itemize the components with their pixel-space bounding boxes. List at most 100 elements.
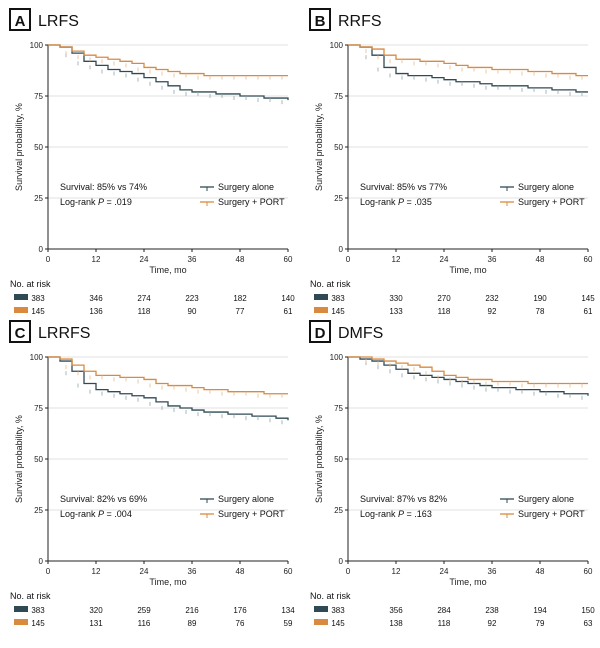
logrank-p-symbol: P [398,197,404,207]
panel-letter: A [15,13,26,30]
legend-label-port: Surgery + PORT [518,197,585,207]
at-risk-count-alone: 274 [137,294,151,303]
at-risk-swatch-port [14,307,28,313]
panel-title: RRFS [338,13,382,30]
x-tick-label: 48 [236,567,245,576]
y-tick-label: 75 [334,92,343,101]
at-risk-count-alone: 284 [437,606,451,615]
at-risk-count-alone: 145 [581,294,595,303]
panel-b: B RRFS 0 25 50 75 100 0 12 24 36 48 60 Time, mo Surviv… [309,8,595,316]
at-risk-count-alone: 232 [485,294,499,303]
at-risk-count-alone: 182 [233,294,247,303]
y-tick-label: 25 [34,506,43,515]
curve-surgery-port [348,44,588,77]
at-risk-count-alone: 346 [89,294,103,303]
at-risk-swatch-port [314,619,328,625]
at-risk-count-alone: 238 [485,606,499,615]
at-risk-count-alone: 383 [331,294,345,303]
survival-annotation: Survival: 85% vs 74% [60,182,147,192]
x-axis-title: Time, mo [449,265,486,275]
at-risk-count-alone: 383 [331,606,345,615]
x-tick-label: 60 [584,255,593,264]
x-tick-label: 24 [440,255,449,264]
y-axis-title: Survival probability, % [314,103,324,191]
x-axis-title: Time, mo [149,265,186,275]
logrank-p-symbol: P [398,509,404,519]
x-tick-label: 0 [46,567,51,576]
x-axis-title: Time, mo [449,577,486,587]
x-tick-label: 0 [46,255,51,264]
at-risk-count-port: 131 [89,619,103,628]
curve-surgery-port [348,356,588,385]
logrank-annotation: Log-rank P = .163 [360,509,432,519]
at-risk-title: No. at risk [310,591,351,601]
at-risk-count-alone: 190 [533,294,547,303]
x-tick-label: 36 [488,567,497,576]
x-tick-label: 12 [392,567,401,576]
panel-letter-box [9,8,31,31]
curve-surgery-alone [48,44,289,101]
x-tick-label: 36 [488,255,497,264]
y-tick-label: 100 [30,41,44,50]
at-risk-title: No. at risk [10,591,51,601]
panel-c: C LRRFS 0 25 50 75 100 0 12 24 36 48 60 Time, mo Survi… [9,320,295,628]
panel-title: LRFS [38,13,79,30]
y-tick-label: 75 [34,404,43,413]
logrank-value: = .019 [104,197,132,207]
x-tick-label: 48 [236,255,245,264]
y-tick-label: 50 [334,455,343,464]
panel-a: A LRFS 0 25 50 75 100 0 12 24 36 48 60 Time, mo Surviv… [9,8,295,316]
legend-label-alone: Surgery alone [218,182,274,192]
logrank-value: = .163 [404,509,432,519]
y-axis-title: Survival probability, % [314,415,324,503]
at-risk-count-port: 138 [389,619,403,628]
panel-title: LRRFS [38,325,90,342]
x-tick-label: 60 [284,567,293,576]
at-risk-count-alone: 259 [137,606,151,615]
y-tick-label: 100 [330,353,344,362]
y-tick-label: 25 [34,194,43,203]
at-risk-count-port: 145 [331,307,345,316]
at-risk-count-port: 63 [584,619,593,628]
at-risk-count-alone: 356 [389,606,403,615]
logrank-value: = .035 [404,197,432,207]
y-axis-title: Survival probability, % [14,415,24,503]
logrank-annotation: Log-rank P = .019 [60,197,132,207]
x-tick-label: 60 [584,567,593,576]
at-risk-count-port: 92 [488,307,497,316]
x-tick-label: 48 [536,255,545,264]
y-tick-label: 50 [334,143,343,152]
at-risk-count-port: 116 [138,619,151,628]
at-risk-count-port: 118 [438,307,451,316]
x-tick-label: 0 [346,567,351,576]
y-tick-label: 50 [34,143,43,152]
panel-letter-box [9,320,31,343]
curve-surgery-alone [348,44,588,93]
at-risk-count-port: 133 [389,307,403,316]
at-risk-count-alone: 134 [281,606,295,615]
legend-label-port: Surgery + PORT [518,509,585,519]
at-risk-title: No. at risk [310,279,351,289]
survival-annotation: Survival: 87% vs 82% [360,494,447,504]
legend-label-port: Surgery + PORT [218,197,285,207]
x-tick-label: 24 [140,255,149,264]
x-tick-label: 12 [92,255,101,264]
logrank-prefix: Log-rank [360,509,398,519]
logrank-prefix: Log-rank [60,197,98,207]
curve-surgery-alone [348,356,589,396]
at-risk-count-alone: 150 [581,606,595,615]
x-tick-label: 36 [188,567,197,576]
at-risk-count-port: 118 [438,619,451,628]
y-axis-title: Survival probability, % [14,103,24,191]
survival-annotation: Survival: 82% vs 69% [60,494,147,504]
y-tick-label: 0 [339,557,344,566]
at-risk-swatch-port [314,307,328,313]
y-tick-label: 0 [339,245,344,254]
at-risk-swatch-alone [14,606,28,612]
y-tick-label: 0 [39,557,44,566]
logrank-prefix: Log-rank [60,509,98,519]
at-risk-count-port: 59 [284,619,293,628]
at-risk-count-port: 145 [31,619,45,628]
x-tick-label: 0 [346,255,351,264]
